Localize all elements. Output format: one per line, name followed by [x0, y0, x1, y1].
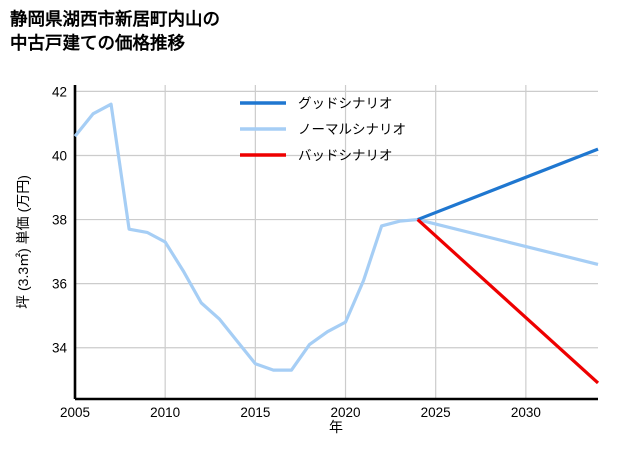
y-tick-label: 34: [52, 341, 68, 356]
axis-spines: [73, 85, 598, 401]
series-line: [417, 147, 599, 222]
y-tick-label: 40: [52, 148, 67, 163]
x-tick-labels: 2005 2010 2015 2020 2025 2030: [60, 405, 541, 420]
legend-label-2: バッドシナリオ: [298, 148, 393, 163]
chart-title: 静岡県湖西市新居町内山の 中古戸建ての価格推移: [10, 9, 220, 53]
legend-label-0: グッドシナリオ: [298, 96, 393, 111]
x-tick-label: 2025: [421, 405, 451, 420]
series-line: [416, 218, 600, 385]
x-tick-label: 2015: [240, 405, 270, 420]
y-tick-label: 36: [52, 277, 67, 292]
y-tick-label: 42: [52, 84, 67, 99]
y-tick-label: 38: [52, 213, 67, 228]
x-tick-label: 2010: [150, 405, 180, 420]
series-line: [73, 102, 599, 372]
x-tick-label: 2030: [511, 405, 541, 420]
y-axis-title: 坪 (3.3㎡) 単価 (万円): [15, 175, 31, 309]
y-tick-labels: 34 36 38 40 42: [52, 84, 68, 355]
x-tick-label: 2005: [60, 405, 90, 420]
legend-label-1: ノーマルシナリオ: [298, 122, 406, 137]
x-axis-title: 年: [329, 419, 343, 435]
x-tick-label: 2020: [330, 405, 360, 420]
series-lines: [73, 102, 600, 385]
